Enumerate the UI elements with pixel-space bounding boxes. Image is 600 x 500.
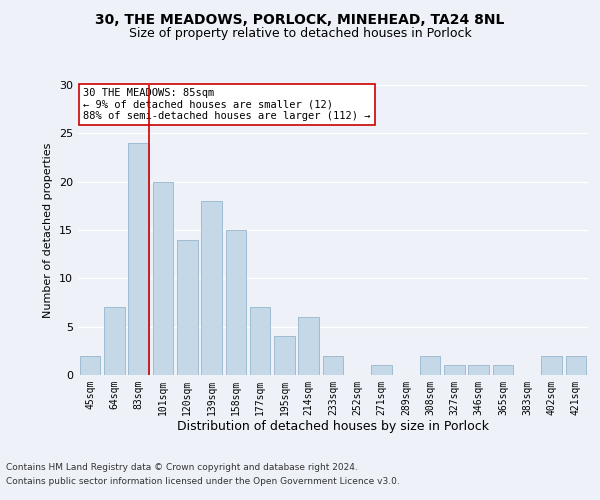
Bar	[274, 336, 295, 375]
Bar	[177, 240, 197, 375]
Bar	[444, 366, 465, 375]
Text: 30, THE MEADOWS, PORLOCK, MINEHEAD, TA24 8NL: 30, THE MEADOWS, PORLOCK, MINEHEAD, TA24…	[95, 12, 505, 26]
Text: Contains HM Land Registry data © Crown copyright and database right 2024.: Contains HM Land Registry data © Crown c…	[6, 462, 358, 471]
Bar	[152, 182, 173, 375]
Text: 30 THE MEADOWS: 85sqm
← 9% of detached houses are smaller (12)
88% of semi-detac: 30 THE MEADOWS: 85sqm ← 9% of detached h…	[83, 88, 371, 121]
Bar	[420, 356, 440, 375]
Text: Contains public sector information licensed under the Open Government Licence v3: Contains public sector information licen…	[6, 478, 400, 486]
Y-axis label: Number of detached properties: Number of detached properties	[43, 142, 53, 318]
Bar	[469, 366, 489, 375]
Text: Distribution of detached houses by size in Porlock: Distribution of detached houses by size …	[177, 420, 489, 433]
Bar	[226, 230, 246, 375]
Bar	[201, 201, 222, 375]
Bar	[566, 356, 586, 375]
Bar	[128, 143, 149, 375]
Bar	[298, 317, 319, 375]
Bar	[250, 308, 271, 375]
Bar	[104, 308, 125, 375]
Bar	[541, 356, 562, 375]
Text: Size of property relative to detached houses in Porlock: Size of property relative to detached ho…	[128, 28, 472, 40]
Bar	[80, 356, 100, 375]
Bar	[493, 366, 514, 375]
Bar	[323, 356, 343, 375]
Bar	[371, 366, 392, 375]
